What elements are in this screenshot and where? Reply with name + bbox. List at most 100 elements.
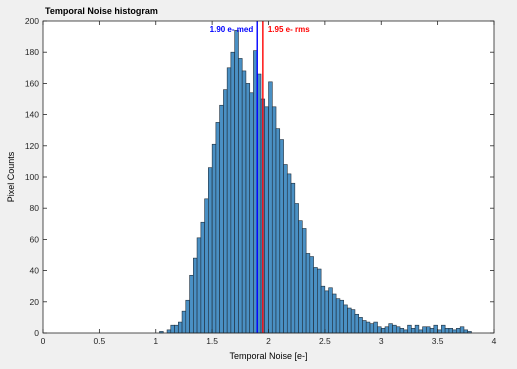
- histogram-bar: [433, 324, 438, 334]
- histogram-bar: [339, 299, 344, 334]
- histogram-bar: [279, 139, 284, 334]
- histogram-bar: [399, 328, 405, 334]
- histogram-bar: [335, 298, 341, 334]
- histogram-bar: [223, 89, 228, 334]
- histogram-bar: [309, 256, 314, 334]
- histogram-bar: [343, 304, 348, 334]
- histogram-bar: [271, 106, 277, 334]
- histogram-bar: [384, 326, 390, 334]
- histogram-bar: [264, 106, 269, 334]
- histogram-bar: [320, 285, 326, 334]
- y-axis-label: Pixel Counts: [6, 151, 16, 202]
- histogram-bar: [200, 221, 205, 334]
- histogram-bar: [377, 326, 382, 334]
- histogram-bar: [298, 220, 303, 334]
- axes: 0 0.5 1 1.5 2 2.5 3 3.5 402040608010012014016018…: [25, 16, 497, 346]
- chart-title: Temporal Noise histogram: [45, 6, 158, 16]
- x-tick-label: 1: [153, 336, 158, 346]
- histogram-bar: [388, 323, 393, 334]
- histogram-bar: [215, 122, 220, 334]
- histogram-bar: [241, 70, 247, 334]
- histogram-bar: [380, 328, 386, 334]
- histogram-bar: [226, 67, 232, 334]
- histogram-bar: [392, 324, 397, 334]
- histogram-bar: [178, 321, 183, 334]
- histogram-bar: [358, 317, 363, 334]
- y-tick-label: 180: [25, 47, 39, 57]
- histogram-bar: [219, 104, 224, 334]
- histogram-bar: [185, 299, 190, 334]
- histogram-bar: [365, 321, 371, 334]
- histogram-bar: [275, 128, 281, 334]
- histogram-bar: [193, 257, 198, 334]
- histogram-bar: [189, 274, 194, 334]
- x-tick-label: 3: [379, 336, 384, 346]
- histogram-bar: [313, 267, 318, 334]
- histogram-bar: [181, 310, 187, 334]
- histogram-bar: [294, 203, 299, 334]
- histogram-bar: [418, 329, 423, 334]
- histogram-bar: [354, 313, 359, 334]
- x-tick-label: 0.5: [93, 336, 105, 346]
- histogram-bar: [459, 326, 465, 334]
- histogram-bar: [422, 326, 427, 334]
- histogram-bar: [283, 164, 288, 334]
- x-tick-label: 4: [492, 336, 497, 346]
- histogram-bar: [166, 329, 172, 334]
- histogram-bar: [373, 321, 378, 334]
- histogram-bar: [208, 167, 213, 334]
- histogram-bar: [448, 328, 453, 334]
- x-tick-label: 0: [41, 336, 46, 346]
- histogram-bar: [437, 329, 442, 334]
- y-tick-label: 0: [34, 328, 39, 338]
- histogram-bar: [230, 51, 235, 334]
- histogram-bar: [414, 324, 420, 334]
- histogram-bar: [234, 30, 239, 334]
- annotation-label: 1.90 e- med: [210, 25, 254, 34]
- histogram-bar: [444, 328, 450, 334]
- histogram-bar: [347, 307, 352, 334]
- histogram-bar: [403, 329, 408, 334]
- histogram-bar: [196, 237, 202, 334]
- x-axis-label: Temporal Noise [e-]: [229, 351, 307, 361]
- histogram-bar: [362, 320, 367, 334]
- histogram-bar: [249, 92, 254, 334]
- histogram-bar: [170, 324, 175, 334]
- annotation-layer: 1.90 e- med 1.95 e- rms: [210, 21, 310, 333]
- histogram-bar: [452, 329, 457, 334]
- y-tick-label: 140: [25, 110, 39, 120]
- x-tick-label: 2.5: [319, 336, 331, 346]
- y-tick-label: 120: [25, 141, 39, 151]
- y-tick-label: 200: [25, 16, 39, 26]
- histogram-bar: [407, 324, 412, 334]
- histogram-bar: [305, 253, 311, 334]
- x-tick-label: 1.5: [206, 336, 218, 346]
- histogram-bar: [328, 287, 333, 334]
- y-tick-label: 160: [25, 78, 39, 88]
- histogram-bar: [174, 324, 179, 334]
- histogram-bar: [317, 268, 322, 334]
- histogram-bar: [332, 293, 337, 334]
- histogram-bar: [426, 326, 431, 334]
- histogram-bar: [395, 326, 401, 334]
- histogram-bar: [302, 228, 307, 334]
- y-tick-label: 60: [30, 234, 40, 244]
- histogram-bar: [429, 328, 435, 334]
- histogram-bar: [211, 143, 217, 334]
- y-tick-label: 20: [30, 297, 40, 307]
- histogram-bar: [369, 323, 375, 334]
- histogram-bar: [286, 173, 292, 334]
- histogram-bar: [324, 290, 329, 334]
- histogram-bar: [290, 182, 296, 334]
- histogram-bar: [441, 324, 446, 334]
- annotation-label: 1.95 e- rms: [268, 25, 310, 34]
- x-tick-label: 2: [266, 336, 271, 346]
- histogram-bar: [238, 58, 243, 334]
- histogram-bar: [463, 329, 468, 334]
- histogram-bar: [456, 328, 461, 334]
- y-tick-label: 100: [25, 172, 39, 182]
- y-tick-label: 80: [30, 203, 40, 213]
- histogram-bar: [204, 198, 209, 334]
- histogram-bar: [245, 83, 251, 334]
